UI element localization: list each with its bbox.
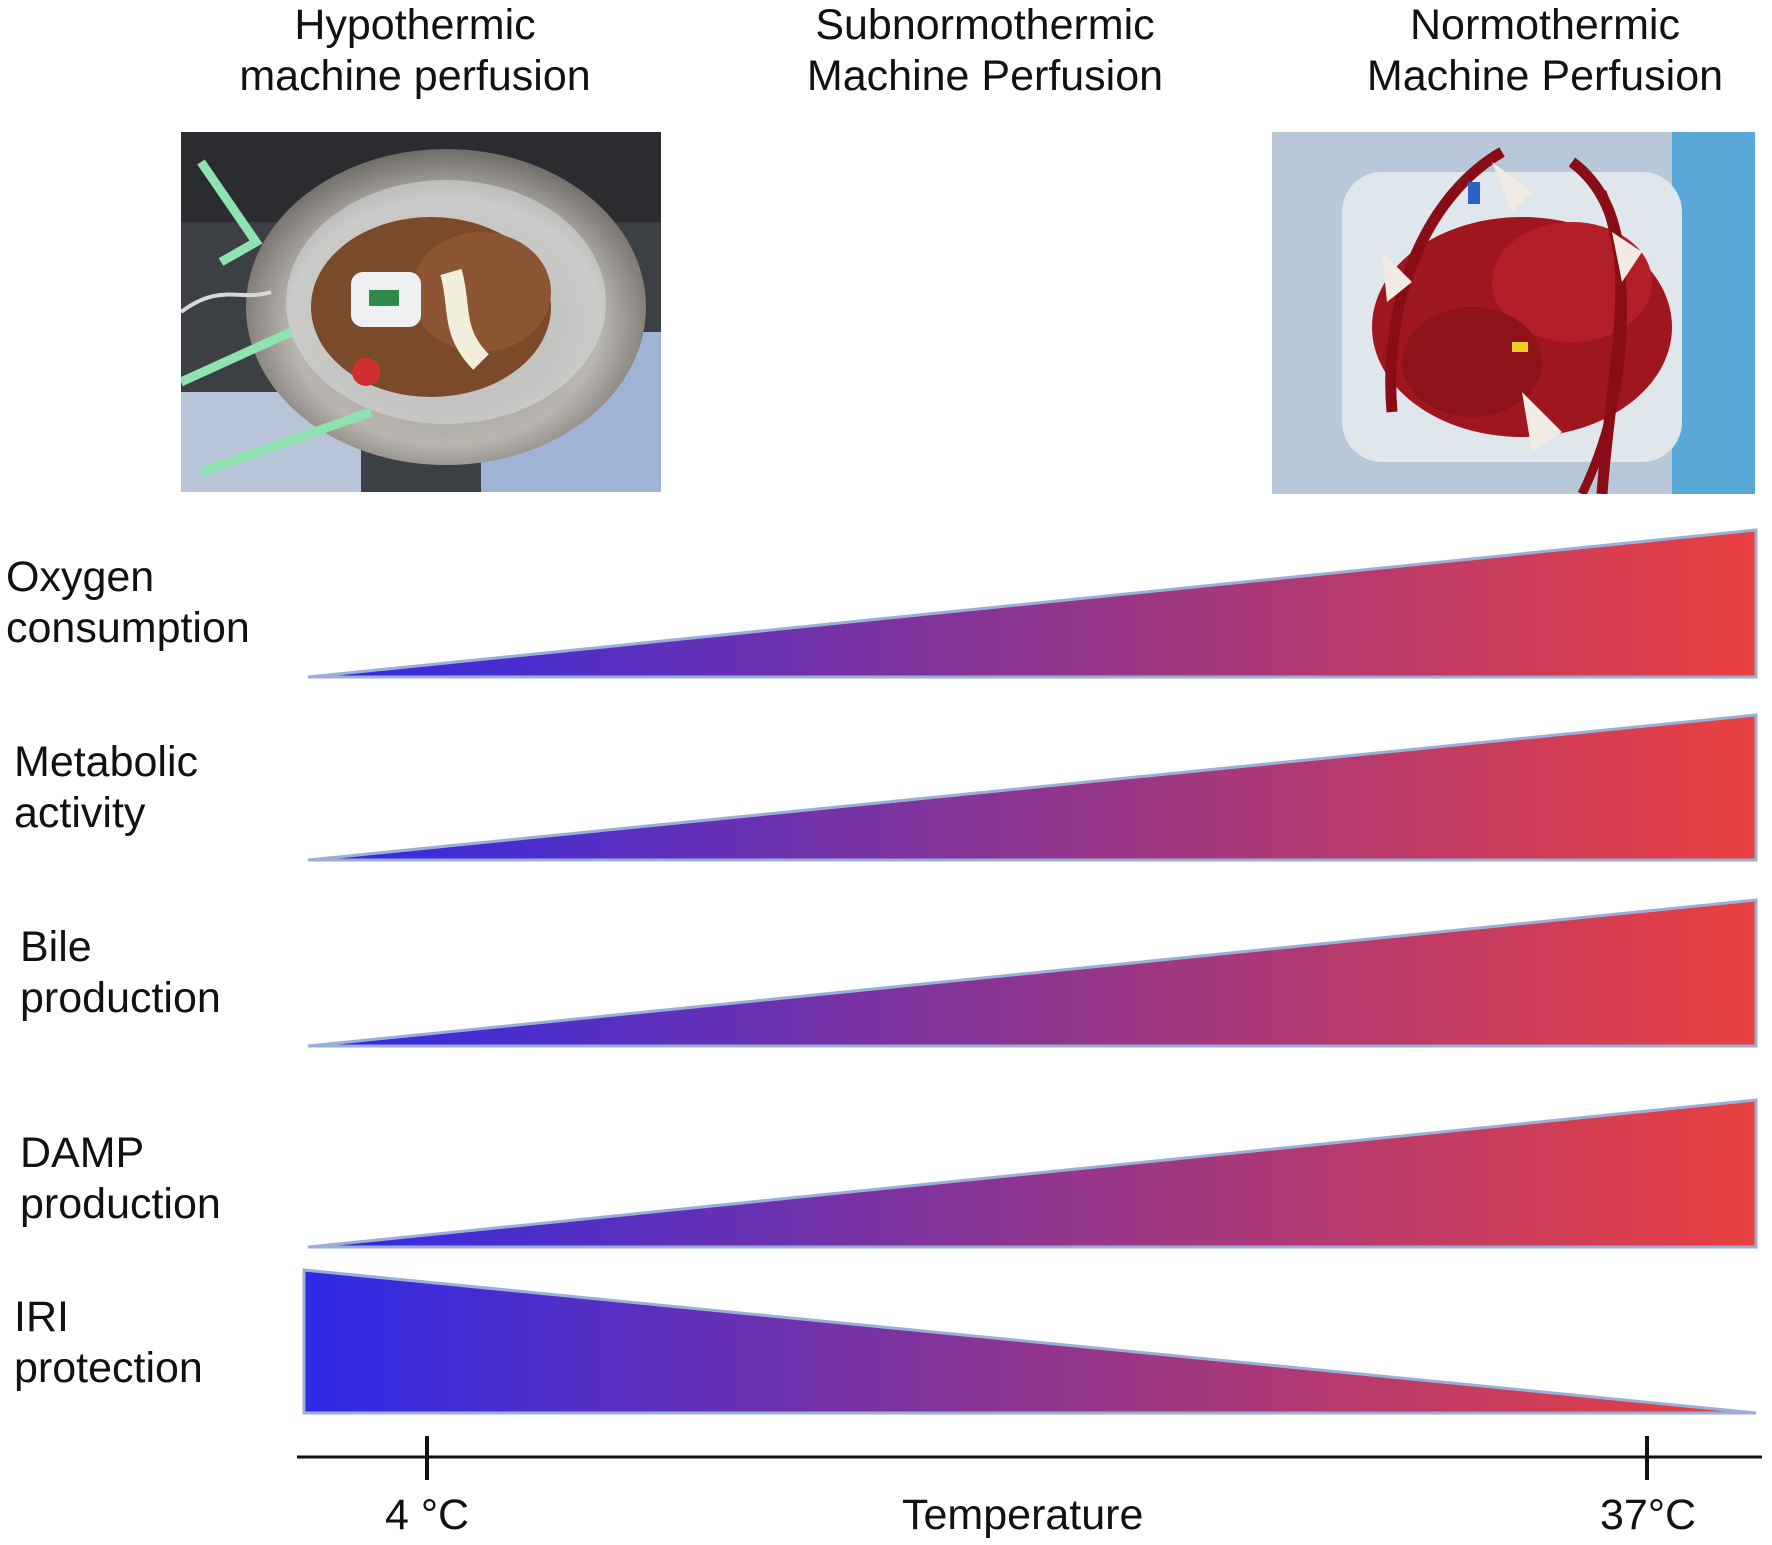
row-label-line2: activity (14, 789, 146, 837)
row-label-iri-protection: IRI protection (14, 1292, 203, 1394)
hypothermic-perfusion-photo (181, 132, 661, 492)
row-label-line1: Bile (20, 923, 92, 971)
row-label-line2: production (20, 974, 221, 1022)
header-subnormothermic-line1: Subnormothermic (815, 1, 1155, 49)
row-label-metabolic-activity: Metabolic activity (14, 737, 198, 839)
temperature-axis (297, 1436, 1762, 1480)
row-label-line2: consumption (6, 604, 250, 652)
normothermic-perfusion-photo (1272, 132, 1755, 494)
wedge-damp-production (307, 1098, 1758, 1249)
wedge-iri-protection (302, 1268, 1757, 1415)
header-subnormothermic-line2: Machine Perfusion (806, 52, 1164, 100)
row-label-line1: IRI (14, 1293, 69, 1341)
row-label-oxygen-consumption: Oxygen consumption (6, 552, 250, 654)
header-normothermic-line1: Normothermic (1410, 1, 1680, 49)
row-label-line2: protection (14, 1344, 203, 1392)
header-hypothermic-line2: machine perfusion (239, 52, 591, 100)
row-label-line1: Oxygen (6, 553, 155, 601)
wedge-metabolic-activity (307, 713, 1758, 862)
row-label-line1: Metabolic (14, 738, 199, 786)
header-hypothermic-line1: Hypothermic (294, 1, 536, 49)
header-normothermic-line2: Machine Perfusion (1366, 52, 1724, 100)
row-label-bile-production: Bile production (20, 922, 221, 1024)
wedge-bile-production (307, 898, 1758, 1048)
row-label-line1: DAMP (20, 1129, 145, 1177)
tick-label-37c: 37°C (1600, 1491, 1697, 1539)
wedge-oxygen-consumption (307, 528, 1758, 679)
header-normothermic: Normothermic Machine Perfusion (1265, 0, 1772, 102)
header-hypothermic: Hypothermic machine perfusion (160, 0, 670, 102)
row-label-line2: production (20, 1180, 221, 1228)
tick-label-4c: 4 °C (385, 1491, 470, 1539)
row-label-damp-production: DAMP production (20, 1128, 221, 1230)
axis-title: Temperature (902, 1491, 1144, 1539)
header-subnormothermic: Subnormothermic Machine Perfusion (725, 0, 1245, 102)
